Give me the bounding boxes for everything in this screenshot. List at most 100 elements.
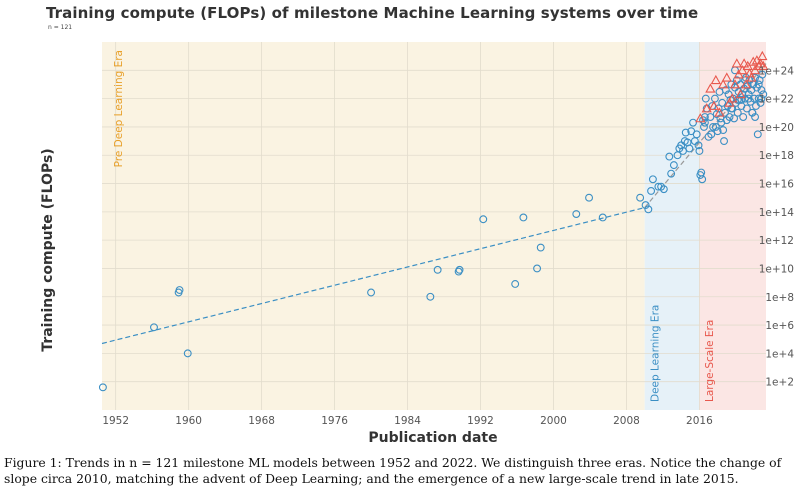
data-point-triangle xyxy=(738,58,750,68)
data-point-triangle xyxy=(758,60,769,70)
y-axis-ticks: 1e+2 1e+4 1e+6 1e+8 1e+10 1e+12 1e+14 1e+16 1e+1… xyxy=(759,65,795,388)
y-tick-label: 1e+16 xyxy=(759,179,795,191)
y-tick-label: 1e+20 xyxy=(759,122,794,134)
data-point-circle xyxy=(754,80,763,89)
data-point-circle xyxy=(730,114,739,123)
x-axis-ticks: 1952 1960 1968 1976 1984 1992 2000 2008 2016 xyxy=(102,415,713,427)
data-point-circle xyxy=(511,280,520,288)
y-tick-label: 1e+18 xyxy=(759,150,794,162)
data-point-circle xyxy=(669,161,678,170)
x-tick-label: 2000 xyxy=(540,415,567,427)
era-label-1: Deep Learning Era xyxy=(649,305,661,402)
data-point-triangle xyxy=(721,72,732,82)
y-tick-label: 1e+2 xyxy=(765,377,794,389)
x-tick-label: 1952 xyxy=(102,415,129,427)
data-point-circle xyxy=(744,90,753,99)
data-point-triangle xyxy=(695,113,706,123)
data-point-circle xyxy=(455,265,464,274)
data-point-triangle xyxy=(740,79,752,89)
data-point-circle xyxy=(644,205,653,214)
data-point-circle xyxy=(737,96,746,104)
data-point-circle xyxy=(699,116,708,125)
data-point-triangle xyxy=(727,93,738,103)
data-point-circle xyxy=(367,288,376,297)
data-point-circle xyxy=(744,94,753,103)
data-point-circle xyxy=(694,141,703,150)
data-point-circle xyxy=(759,90,768,99)
data-point-circle xyxy=(706,113,715,121)
data-point-circle xyxy=(754,94,763,103)
data-point-circle xyxy=(175,286,184,294)
data-point-circle xyxy=(636,193,645,202)
chart-subtitle: n = 121 xyxy=(48,24,73,31)
data-point-circle xyxy=(533,264,542,273)
data-point-triangle xyxy=(710,74,721,85)
data-point-circle xyxy=(183,349,192,358)
data-point-triangle xyxy=(746,72,757,82)
data-point-triangle xyxy=(705,83,716,93)
data-point-circle xyxy=(704,132,713,141)
data-point-circle xyxy=(725,113,734,121)
data-point-circle xyxy=(685,144,694,153)
data-point-circle xyxy=(757,94,766,103)
data-point-circle xyxy=(716,114,725,123)
data-point-circle xyxy=(710,94,719,103)
data-point-circle xyxy=(733,108,742,117)
data-point-circle xyxy=(707,130,716,139)
x-tick-label: 1984 xyxy=(394,415,421,427)
era-backgrounds xyxy=(102,42,766,410)
data-point-circle xyxy=(689,118,697,127)
data-point-circle xyxy=(659,185,668,194)
data-point-triangle xyxy=(701,103,712,113)
data-point-circle xyxy=(536,243,545,252)
scatter-chart: Pre Deep Learning Era Deep Learning Era La… xyxy=(40,42,795,446)
data-point-circle xyxy=(739,113,748,121)
data-point-triangle xyxy=(748,56,759,66)
data-point-triangle xyxy=(708,100,720,110)
data-point-triangle xyxy=(735,89,746,99)
data-point-circle xyxy=(647,186,656,195)
data-point-circle xyxy=(742,104,751,113)
data-point-circle xyxy=(657,182,666,191)
data-point-circle xyxy=(719,126,728,135)
era-band-1 xyxy=(644,42,700,410)
data-point-circle xyxy=(665,152,674,161)
y-tick-label: 1e+8 xyxy=(765,292,794,304)
data-point-triangle xyxy=(729,79,741,89)
era-band-0 xyxy=(102,42,645,410)
data-point-circle xyxy=(701,94,710,103)
data-point-circle xyxy=(700,118,709,127)
data-point-circle xyxy=(585,193,594,202)
data-point-circle xyxy=(695,147,704,155)
data-point-circle xyxy=(150,323,158,332)
data-points xyxy=(98,50,769,392)
data-point-triangle xyxy=(714,107,725,117)
data-point-circle xyxy=(98,383,107,392)
data-point-circle xyxy=(641,201,650,210)
y-tick-label: 1e+24 xyxy=(759,65,795,77)
data-point-circle xyxy=(519,213,528,222)
data-point-circle xyxy=(572,210,581,218)
x-tick-label: 2016 xyxy=(686,415,713,427)
data-point-circle xyxy=(748,108,757,117)
trend-line-0 xyxy=(101,207,645,345)
data-point-circle xyxy=(720,137,728,146)
y-tick-label: 1e+6 xyxy=(765,320,794,332)
y-tick-label: 1e+22 xyxy=(759,94,794,106)
data-point-circle xyxy=(756,98,765,107)
data-point-circle xyxy=(713,127,722,136)
x-axis-label: Publication date xyxy=(368,430,497,446)
data-point-circle xyxy=(727,104,736,113)
data-point-circle xyxy=(648,175,657,184)
data-point-triangle xyxy=(731,58,742,68)
x-tick-label: 1968 xyxy=(248,415,275,427)
data-point-triangle xyxy=(757,50,768,61)
data-point-circle xyxy=(433,265,442,274)
data-point-circle xyxy=(426,292,435,301)
y-tick-label: 1e+14 xyxy=(759,207,795,219)
x-tick-label: 1976 xyxy=(321,415,348,427)
y-axis-label: Training compute (FLOPs) xyxy=(40,148,56,351)
data-point-circle xyxy=(758,70,767,79)
data-point-circle xyxy=(721,86,730,95)
data-point-circle xyxy=(709,122,718,131)
